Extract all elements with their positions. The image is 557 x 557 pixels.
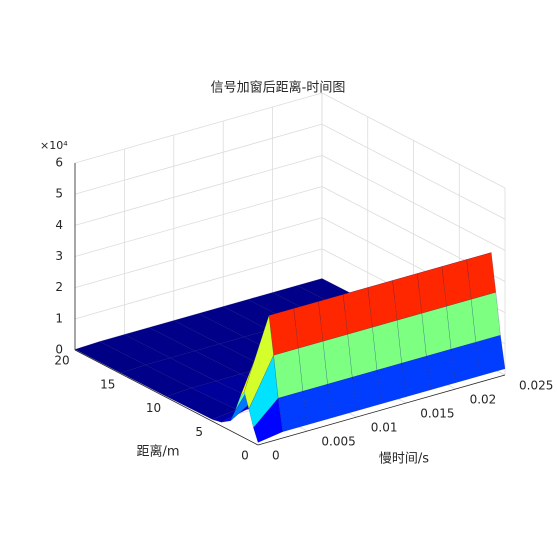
surface-patch <box>277 391 308 432</box>
surface-patch <box>253 397 283 443</box>
surface-patch <box>302 384 333 425</box>
surface-patch <box>421 306 452 357</box>
surface-patch <box>392 273 422 321</box>
grid-line <box>321 92 506 189</box>
surface-patch <box>318 294 348 342</box>
z-tick-label: 3 <box>55 249 63 263</box>
z-tick-label: 1 <box>55 311 63 325</box>
grid-line <box>321 123 506 220</box>
surface-patch <box>347 327 378 378</box>
grid-line <box>74 154 323 226</box>
grid-line <box>74 217 323 289</box>
grid-line <box>74 123 323 195</box>
surface-patch <box>396 313 427 364</box>
surface-patch <box>268 308 299 356</box>
surface-patch <box>327 377 357 418</box>
surface-patch <box>470 292 501 343</box>
x-tick-label: 0.015 <box>420 407 454 421</box>
x-axis-label: 慢时间/s <box>379 451 429 467</box>
grid-line <box>74 248 323 320</box>
surface-patch <box>376 363 407 404</box>
surface-patch <box>367 280 398 328</box>
axis-line <box>74 349 259 446</box>
z-tick-label: 4 <box>55 218 63 232</box>
x-tick-label: 0.025 <box>519 379 553 393</box>
z-tick-label: 2 <box>55 280 63 294</box>
surface-patch <box>342 287 373 335</box>
x-tick-label: 0.01 <box>371 421 398 435</box>
z-multiplier: ×10⁴ <box>40 139 68 152</box>
x-tick-label: 0 <box>272 449 280 463</box>
surface <box>74 252 506 443</box>
surface-patch <box>441 259 472 307</box>
surface-patch <box>273 348 303 399</box>
surface-patch <box>372 320 402 371</box>
surface-patch <box>322 334 353 385</box>
z-tick-label: 0 <box>55 343 63 357</box>
surface-patch <box>475 335 506 376</box>
grid-line <box>74 92 323 164</box>
z-tick-label: 6 <box>55 156 63 170</box>
chart-title: 信号加窗后距离-时间图 <box>211 80 346 96</box>
surface-patch <box>352 370 382 411</box>
surface-patch <box>466 252 497 300</box>
grid-line <box>74 186 323 257</box>
y-tick-label: 0 <box>241 449 249 463</box>
axis-line <box>257 374 506 446</box>
surface-patch <box>446 299 476 350</box>
y-tick-label: 15 <box>100 377 115 391</box>
x-tick-label: 0.005 <box>321 435 355 449</box>
y-tick-label: 20 <box>54 354 69 368</box>
z-tick-label: 5 <box>55 187 63 201</box>
y-tick-label: 10 <box>146 401 161 415</box>
surface-patch <box>293 301 324 349</box>
x-tick-label: 0.02 <box>470 393 497 407</box>
surface-patch <box>426 349 456 390</box>
surface-patch <box>450 342 481 383</box>
grid-line <box>321 154 506 251</box>
y-axis-label: 距离/m <box>136 444 179 460</box>
surface-patch <box>401 356 432 397</box>
surface-patch <box>417 266 447 314</box>
surface-patch <box>298 341 328 392</box>
y-tick-label: 5 <box>195 425 203 439</box>
